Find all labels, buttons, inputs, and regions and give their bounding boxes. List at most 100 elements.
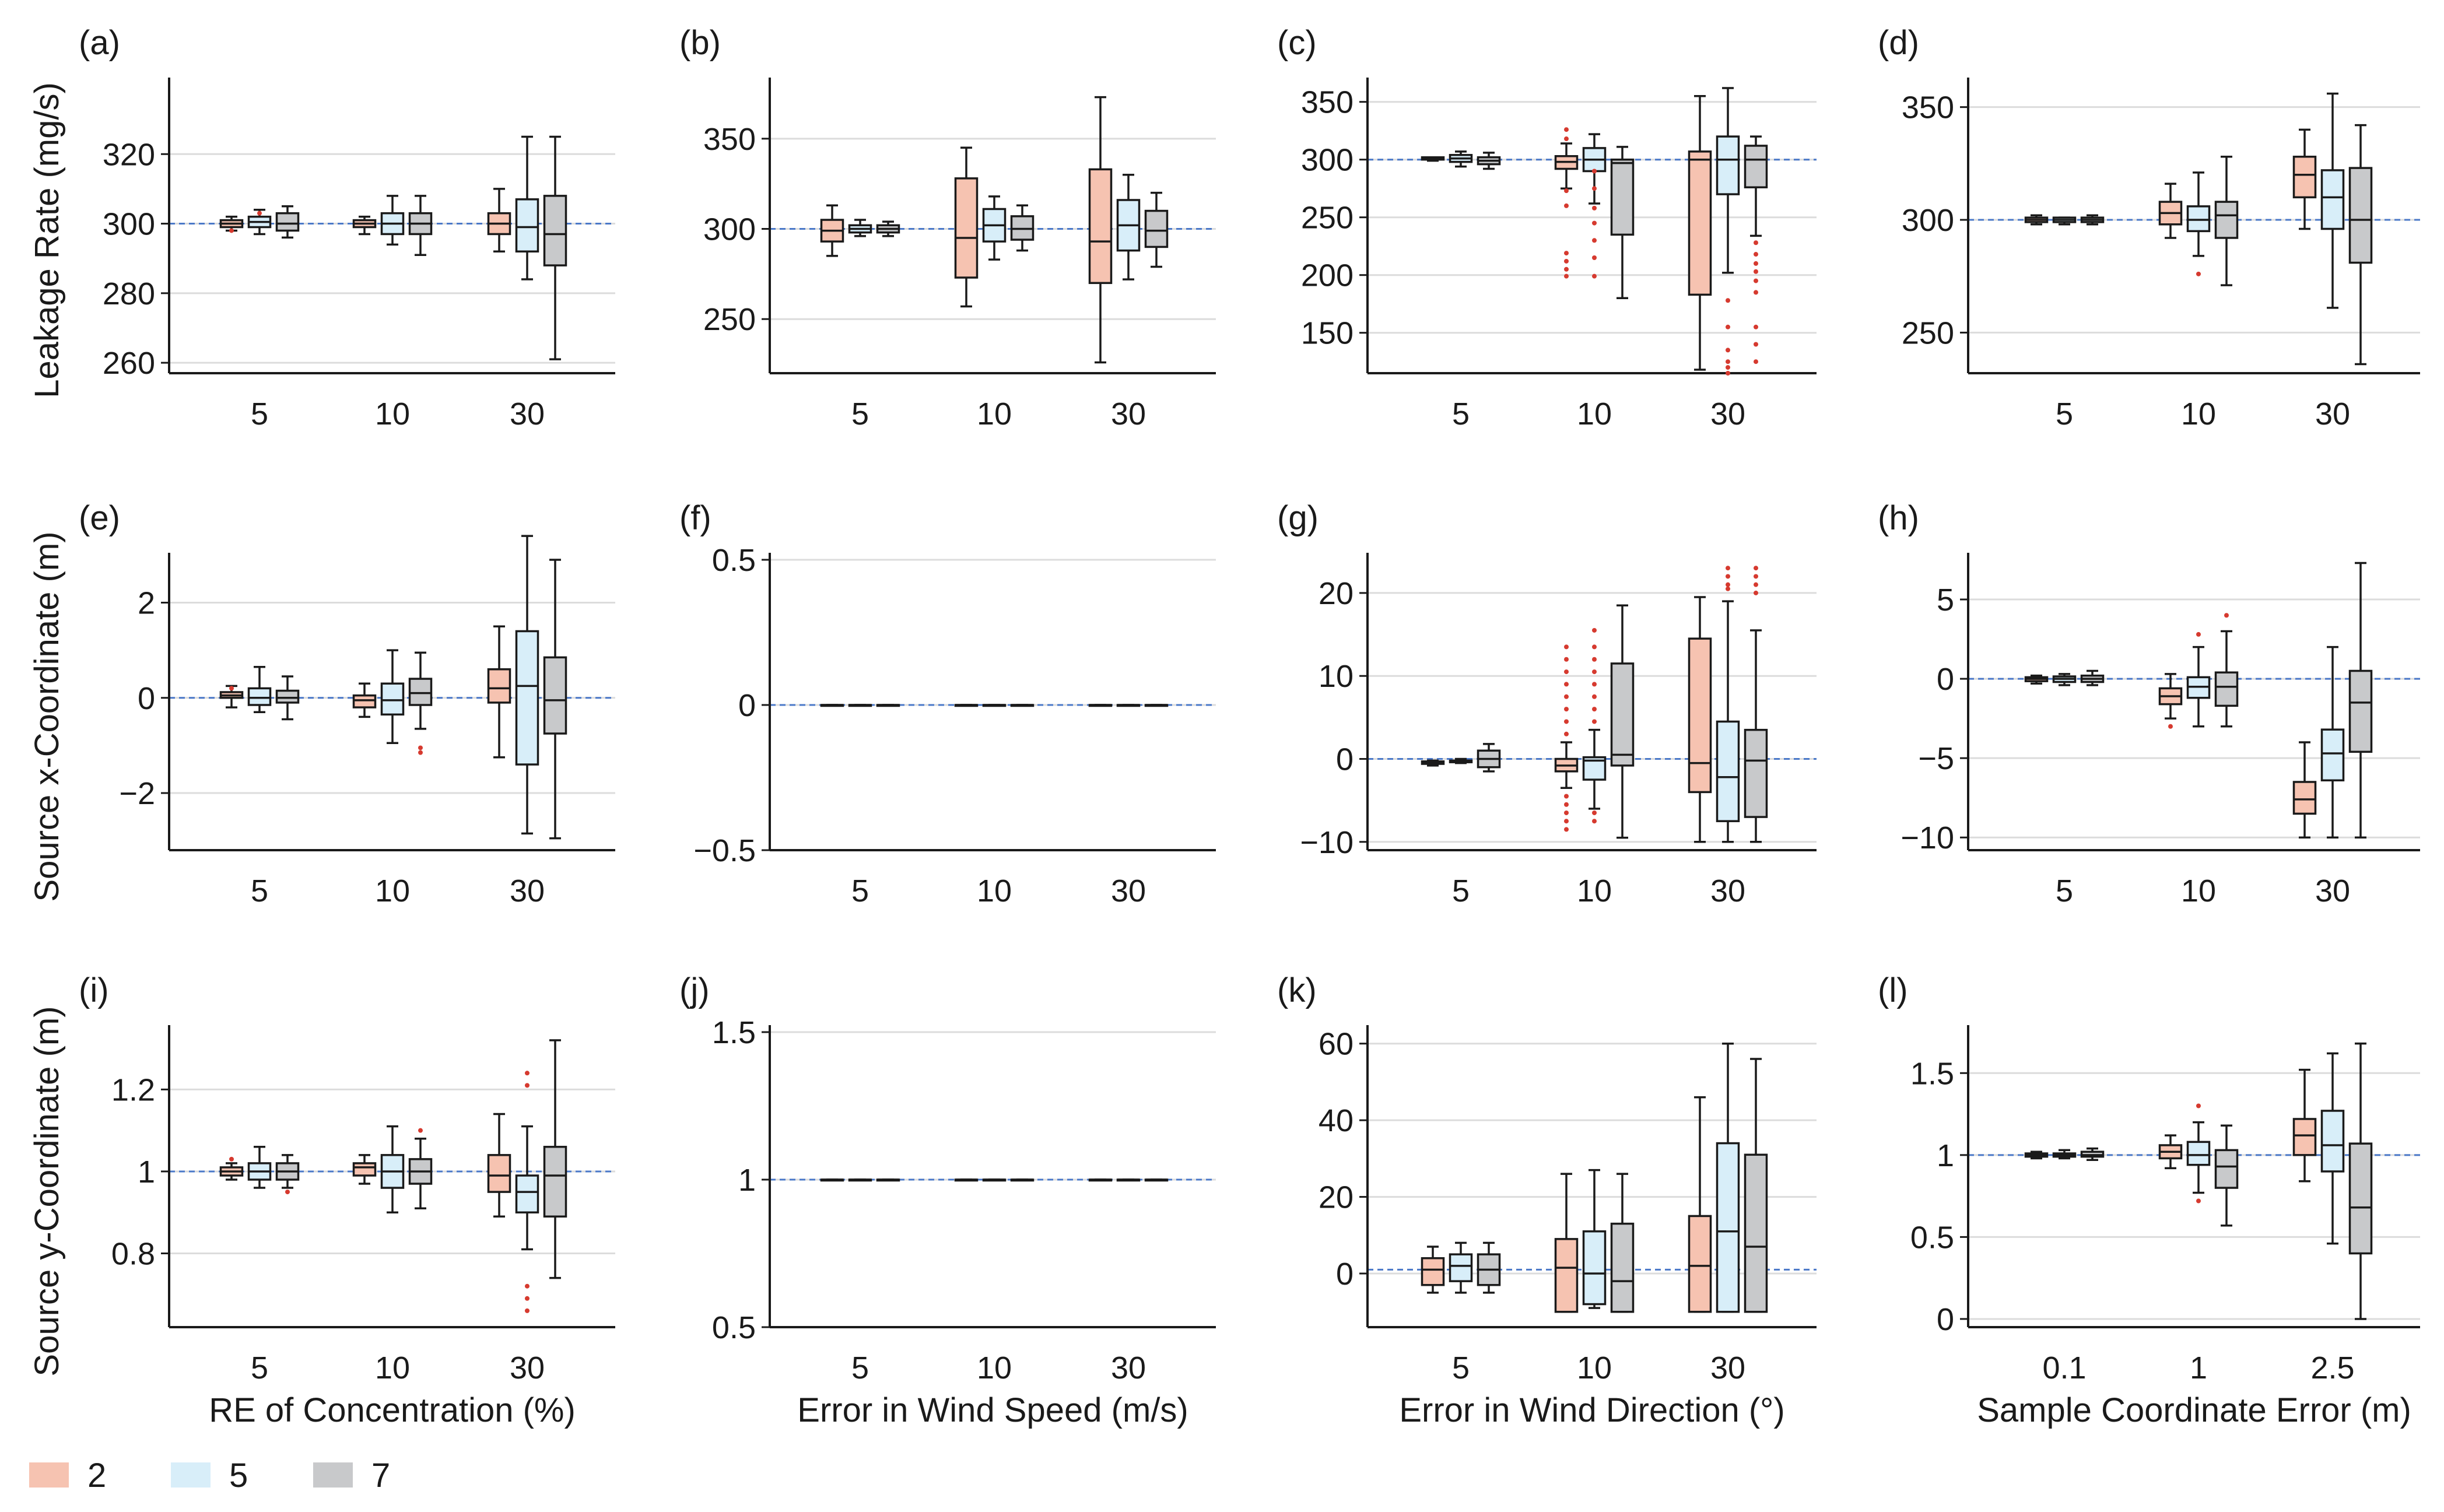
x-tick-label: 30 (2315, 873, 2350, 908)
x-tick-label: 10 (977, 873, 1012, 908)
box-7 (1477, 743, 1501, 773)
box-2 (954, 704, 979, 707)
box-body (2292, 156, 2317, 199)
outlier-point (1564, 273, 1569, 279)
box-body (2186, 205, 2211, 233)
box-5 (2186, 171, 2211, 276)
box-2 (1421, 759, 1445, 767)
box-body (2292, 781, 2317, 815)
x-tick-label: 10 (2181, 873, 2216, 908)
outlier-point (1564, 266, 1569, 272)
x-tick-label: 10 (1577, 1350, 1612, 1385)
outlier-point (1592, 657, 1597, 662)
box-body (2320, 1110, 2345, 1173)
y-tick-label: 260 (103, 346, 155, 381)
y-tick-label: −0.5 (693, 833, 756, 868)
box-5 (247, 665, 272, 713)
box-body (2348, 167, 2373, 264)
outlier-point (1754, 324, 1758, 329)
outlier-point (1592, 669, 1597, 675)
box-body (2320, 728, 2345, 782)
box-5 (247, 208, 272, 236)
outlier-point (525, 1296, 530, 1301)
box-5 (1449, 150, 1473, 168)
box-2 (487, 1113, 511, 1218)
box-7 (876, 1178, 900, 1182)
box-2 (2024, 674, 2049, 685)
outlier-point (1592, 682, 1597, 687)
outlier-point (1754, 359, 1758, 364)
box-7 (543, 1039, 567, 1279)
box-body (1716, 135, 1740, 195)
box-body (2320, 169, 2345, 230)
outlier-point (1754, 252, 1758, 257)
y-tick-label: 0.5 (1910, 1220, 1954, 1255)
box-2 (1421, 1246, 1445, 1294)
outlier-point (525, 1083, 530, 1088)
y-tick-label: 350 (703, 122, 756, 157)
y-tick-label: 10 (1319, 659, 1354, 694)
box-5 (1582, 1169, 1607, 1309)
box-body (1744, 1153, 1768, 1313)
outlier-point (1754, 574, 1758, 579)
box-5 (982, 704, 1007, 707)
box-2 (1688, 95, 1712, 371)
outlier-point (2196, 1198, 2201, 1204)
x-tick-label: 30 (1111, 397, 1146, 432)
outlier-point (1754, 566, 1758, 571)
box-2 (219, 1156, 244, 1181)
x-tick-label: 30 (510, 397, 545, 432)
box-body (352, 1162, 377, 1177)
outlier-point (1564, 127, 1569, 132)
outlier-point (1564, 794, 1569, 799)
outlier-point (1564, 258, 1569, 264)
y-tick-label: 0 (1336, 742, 1354, 777)
panel-label: (f) (679, 499, 711, 537)
y-tick-label: 1.5 (712, 1015, 756, 1050)
legend-swatch (313, 1462, 353, 1488)
box-7 (1477, 152, 1501, 170)
box-7 (1010, 704, 1035, 707)
y-tick-label: 250 (1902, 315, 1954, 350)
y-tick-label: 350 (1902, 90, 1954, 125)
x-tick-label: 10 (375, 397, 410, 432)
x-tick-label: 30 (1710, 873, 1745, 908)
outlier-point (1592, 819, 1597, 824)
panel-label: (g) (1277, 499, 1319, 537)
box-7 (1610, 604, 1635, 839)
outlier-point (1592, 255, 1597, 260)
box-2 (1554, 127, 1579, 279)
outlier-point (2224, 613, 2229, 618)
box-7 (1477, 1241, 1501, 1294)
box-7 (408, 195, 433, 256)
panel-label: (d) (1878, 24, 1919, 62)
box-2 (2158, 1134, 2183, 1170)
x-tick-label: 30 (1710, 1350, 1745, 1385)
outlier-point (1592, 644, 1597, 650)
box-5 (1449, 757, 1473, 764)
x-tick-label: 30 (2315, 397, 2350, 432)
box-7 (1144, 1178, 1169, 1182)
box-body (408, 678, 433, 706)
outlier-point (1564, 827, 1569, 832)
box-body (2214, 671, 2239, 707)
y-tick-label: 1.5 (1910, 1056, 1954, 1091)
outlier-point (1564, 669, 1569, 675)
outlier-point (2196, 1103, 2201, 1108)
outlier-point (257, 211, 262, 216)
box-2 (219, 685, 244, 708)
outlier-point (1564, 731, 1569, 736)
box-5 (848, 1178, 872, 1182)
y-tick-label: 300 (103, 207, 155, 242)
box-5 (1116, 704, 1141, 707)
box-5 (2186, 632, 2211, 728)
legend-label: 5 (229, 1457, 248, 1495)
box-2 (954, 146, 979, 308)
box-5 (1716, 566, 1740, 843)
box-body (2348, 669, 2373, 753)
box-5 (848, 219, 872, 237)
outlier-point (1564, 203, 1569, 208)
y-tick-label: 1.2 (111, 1072, 155, 1107)
outlier-point (1754, 261, 1758, 266)
outlier-point (1592, 238, 1597, 243)
